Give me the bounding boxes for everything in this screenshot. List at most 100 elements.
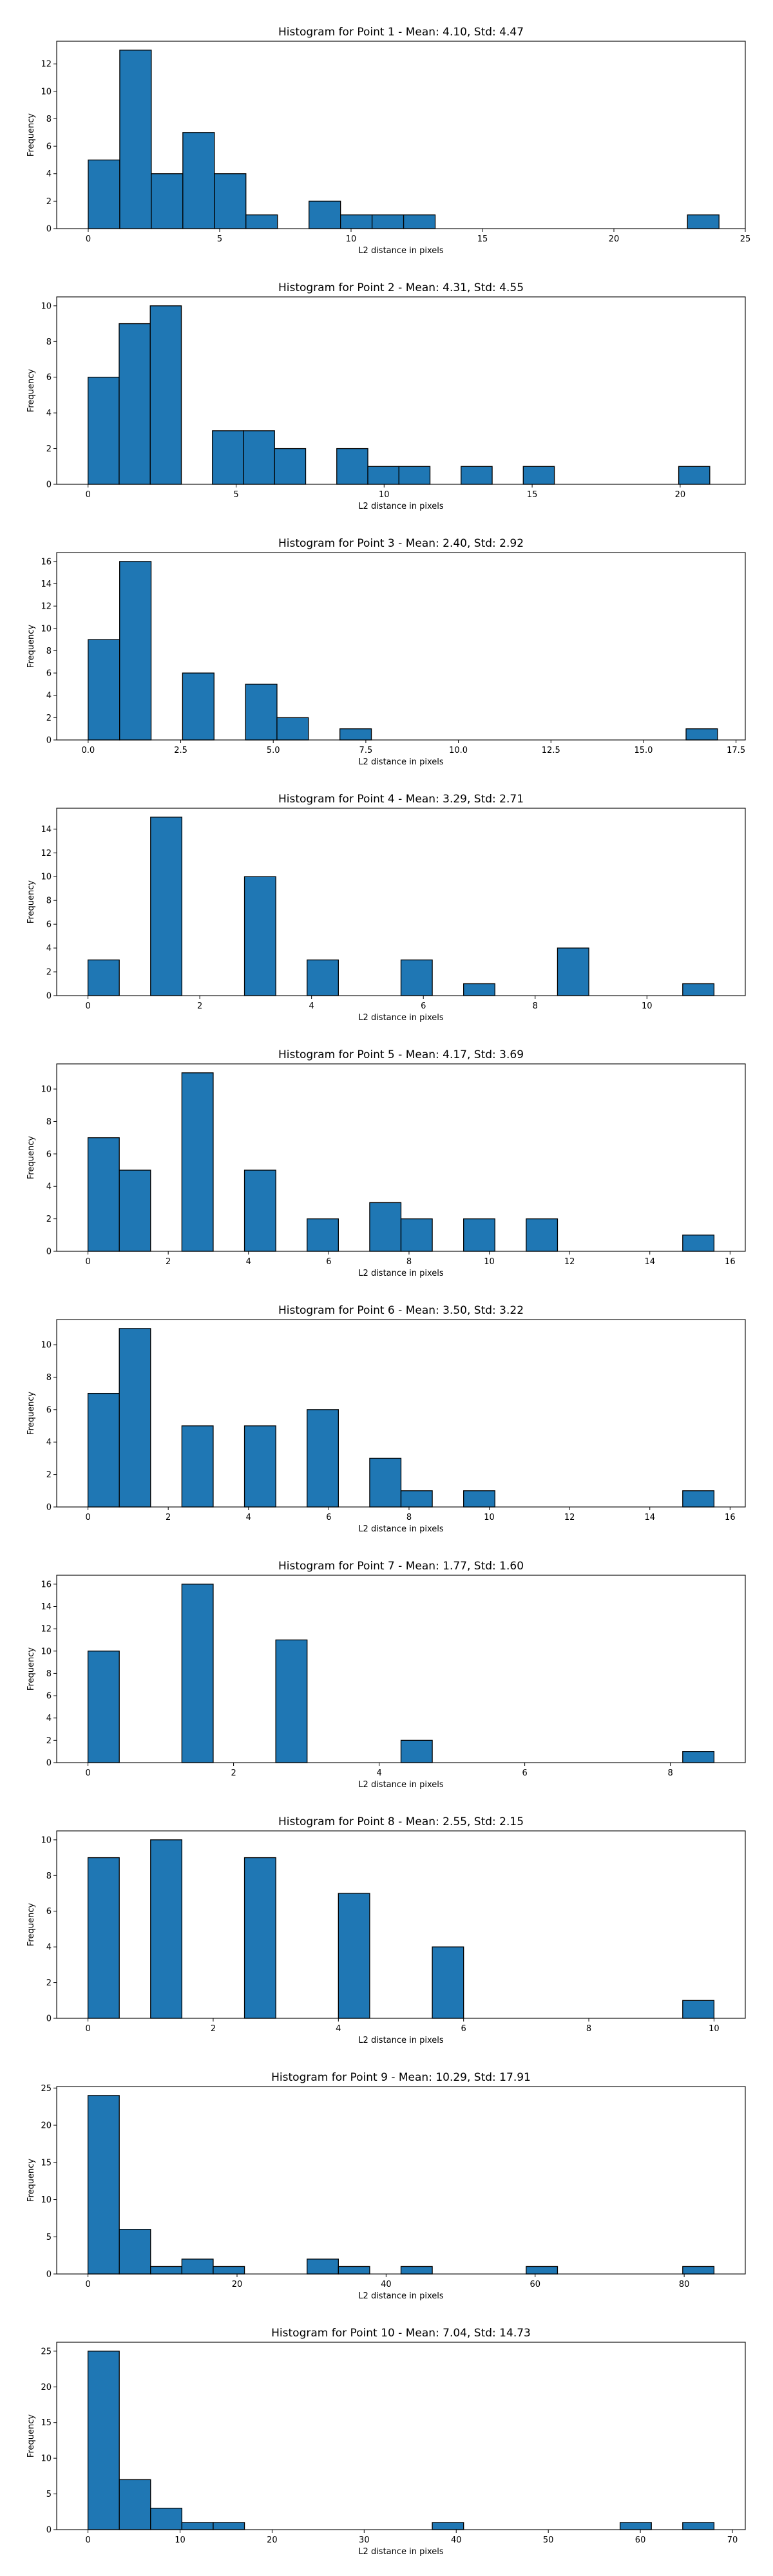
- y-tick-label: 16: [41, 557, 52, 567]
- x-tick-label: 8: [533, 1001, 538, 1011]
- histogram-bar: [307, 1218, 339, 1252]
- y-tick-label: 4: [46, 691, 52, 701]
- x-tick-label: 30: [359, 2535, 370, 2545]
- y-tick-label: 6: [46, 1692, 52, 1701]
- x-tick-label: 0: [85, 1768, 90, 1778]
- y-tick-label: 2: [46, 714, 52, 723]
- histogram-bar: [87, 2351, 120, 2530]
- histogram-bar: [338, 1893, 370, 2019]
- axes-frame: [56, 41, 746, 229]
- chart-title: Histogram for Point 8 - Mean: 2.55, Std:…: [278, 1815, 524, 1828]
- histogram-panel-6: Histogram for Point 6 - Mean: 3.50, Std:…: [26, 1304, 746, 1534]
- histogram-bar: [182, 132, 215, 229]
- histogram-bar: [119, 2479, 151, 2530]
- x-tick-label: 20: [232, 2280, 243, 2289]
- chart-title: Histogram for Point 5 - Mean: 4.17, Std:…: [278, 1048, 524, 1061]
- x-tick-label: 10: [484, 1513, 495, 1522]
- histogram-bar: [400, 1490, 433, 1508]
- x-axis-label: L2 distance in pixels: [358, 2547, 444, 2557]
- histogram-panel-10: Histogram for Point 10 - Mean: 7.04, Std…: [26, 2327, 746, 2557]
- histogram-bar: [338, 2266, 370, 2275]
- y-axis-label: Frequency: [26, 1136, 36, 1179]
- chart-title: Histogram for Point 10 - Mean: 7.04, Std…: [271, 2327, 531, 2340]
- x-tick-label: 4: [376, 1768, 381, 1778]
- x-tick-label: 40: [451, 2535, 462, 2545]
- x-axis-label: L2 distance in pixels: [358, 2291, 444, 2301]
- y-tick-label: 14: [41, 825, 52, 835]
- y-tick-label: 25: [41, 2084, 52, 2094]
- histogram-panel-2: Histogram for Point 2 - Mean: 4.31, Std:…: [26, 281, 746, 511]
- histogram-bar: [181, 1072, 214, 1252]
- histogram-bar: [213, 2522, 245, 2530]
- x-axis-label: L2 distance in pixels: [358, 502, 444, 511]
- histogram-bar: [463, 1490, 495, 1508]
- x-tick-label: 4: [336, 2024, 341, 2034]
- y-tick-label: 8: [46, 1669, 52, 1679]
- histogram-panel-1: Histogram for Point 1 - Mean: 4.10, Std:…: [26, 26, 750, 256]
- y-tick-label: 8: [46, 896, 52, 906]
- histogram-bar: [403, 214, 436, 229]
- x-tick-label: 5.0: [267, 746, 280, 755]
- histogram-bar: [181, 2522, 214, 2530]
- y-tick-label: 20: [41, 2383, 52, 2392]
- x-tick-label: 0: [85, 1513, 90, 1522]
- histogram-bar: [275, 1639, 308, 1763]
- chart-title: Histogram for Point 9 - Mean: 10.29, Std…: [271, 2071, 531, 2084]
- histogram-bar: [88, 159, 120, 229]
- x-tick-label: 60: [530, 2280, 540, 2289]
- y-tick-label: 6: [46, 1405, 52, 1415]
- axes-frame: [56, 2342, 746, 2530]
- x-tick-label: 16: [725, 1513, 736, 1522]
- x-tick-label: 0: [85, 2535, 90, 2545]
- y-tick-label: 14: [41, 580, 52, 589]
- x-tick-label: 0: [85, 2024, 90, 2034]
- histogram-bar: [685, 728, 718, 741]
- histogram-bar: [274, 448, 307, 485]
- axes-frame: [56, 1830, 746, 2019]
- y-tick-label: 14: [41, 1602, 52, 1612]
- x-tick-label: 15: [527, 490, 538, 500]
- x-tick-label: 5: [217, 234, 222, 244]
- y-tick-label: 12: [41, 60, 52, 70]
- histogram-bar: [463, 1218, 495, 1252]
- axes-frame: [56, 1575, 746, 1763]
- histogram-bar: [119, 323, 151, 485]
- histogram-bar: [461, 466, 493, 485]
- y-tick-label: 10: [41, 1647, 52, 1656]
- y-tick-label: 4: [46, 1943, 52, 1953]
- y-tick-label: 0: [46, 736, 52, 746]
- histogram-bar: [87, 1137, 120, 1252]
- x-tick-label: 50: [543, 2535, 554, 2545]
- x-tick-label: 0: [85, 1257, 90, 1267]
- y-tick-label: 2: [46, 1470, 52, 1480]
- y-tick-label: 2: [46, 197, 52, 207]
- histogram-bar: [88, 639, 120, 741]
- histogram-bar: [526, 1218, 558, 1252]
- histogram-bar: [371, 214, 405, 229]
- y-tick-label: 2: [46, 1736, 52, 1746]
- y-tick-label: 10: [41, 1835, 52, 1845]
- y-axis-label: Frequency: [26, 369, 36, 412]
- y-axis-label: Frequency: [26, 880, 36, 923]
- y-tick-label: 6: [46, 373, 52, 383]
- histogram-bar: [88, 377, 120, 485]
- x-tick-label: 5: [233, 490, 238, 500]
- y-tick-label: 15: [41, 2418, 52, 2428]
- y-tick-label: 2: [46, 968, 52, 978]
- y-tick-label: 0: [46, 992, 52, 1001]
- histogram-bar: [682, 983, 715, 996]
- x-tick-label: 0.0: [82, 746, 95, 755]
- y-tick-label: 2: [46, 1215, 52, 1224]
- histogram-bar: [151, 173, 184, 229]
- histogram-bar: [119, 50, 152, 229]
- axes-frame: [56, 552, 746, 741]
- chart-title: Histogram for Point 6 - Mean: 3.50, Std:…: [278, 1304, 524, 1317]
- x-tick-label: 25: [740, 234, 751, 244]
- y-tick-label: 6: [46, 920, 52, 930]
- histogram-bar: [400, 2266, 433, 2275]
- y-tick-label: 0: [46, 1759, 52, 1768]
- histogram-panel-5: Histogram for Point 5 - Mean: 4.17, Std:…: [26, 1048, 746, 1278]
- histogram-bar: [309, 200, 341, 229]
- y-tick-label: 12: [41, 1625, 52, 1634]
- histogram-panel-7: Histogram for Point 7 - Mean: 1.77, Std:…: [26, 1560, 746, 1790]
